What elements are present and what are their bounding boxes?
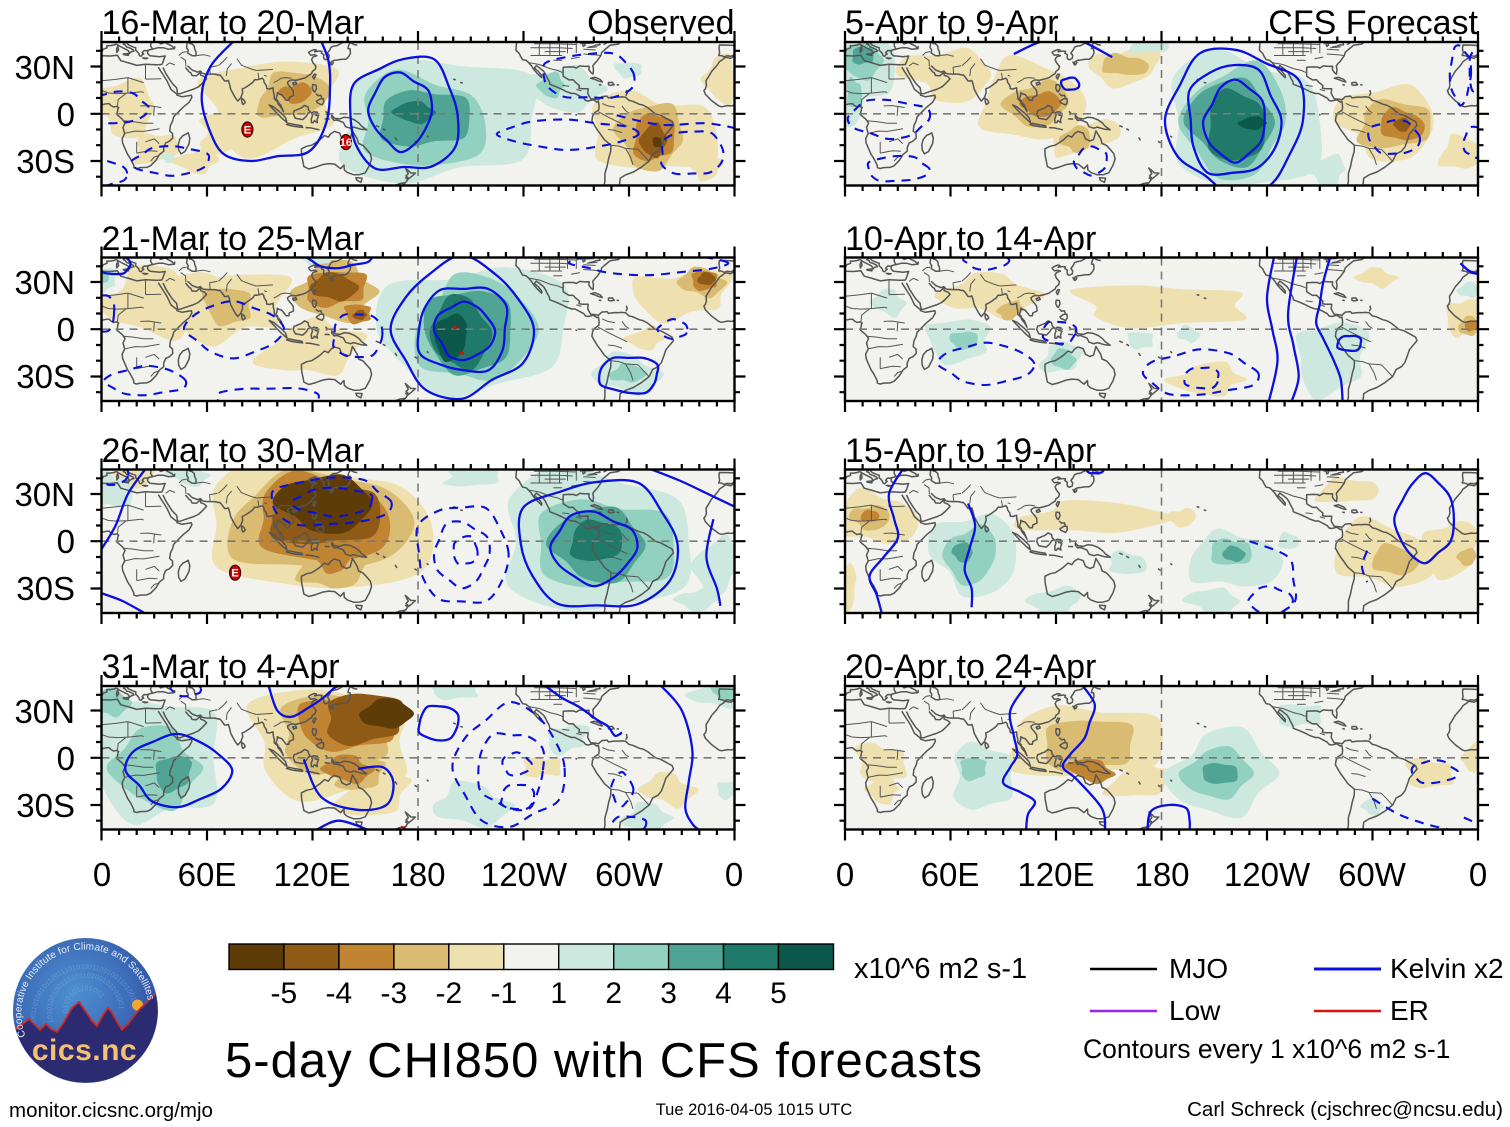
svg-text:0: 0: [57, 311, 75, 348]
svg-text:30N: 30N: [14, 49, 75, 86]
svg-text:-1: -1: [490, 977, 517, 1010]
svg-text:-5: -5: [271, 977, 298, 1010]
svg-text:3: 3: [660, 977, 677, 1010]
svg-text:0: 0: [57, 740, 75, 777]
svg-text:120W: 120W: [1224, 856, 1311, 893]
svg-text:E: E: [231, 568, 238, 580]
svg-text:0: 0: [57, 96, 75, 133]
svg-text:26-Mar to 30-Mar: 26-Mar to 30-Mar: [102, 432, 365, 470]
svg-text:120E: 120E: [273, 856, 350, 893]
svg-text:16: 16: [340, 137, 352, 149]
svg-text:Carl Schreck (cjschrec@ncsu.ed: Carl Schreck (cjschrec@ncsu.edu): [1187, 1098, 1503, 1121]
svg-text:60E: 60E: [178, 856, 237, 893]
svg-text:Observed: Observed: [587, 4, 734, 42]
svg-text:30N: 30N: [14, 693, 75, 730]
svg-text:0: 0: [1469, 856, 1487, 893]
svg-text:-3: -3: [381, 977, 408, 1010]
svg-text:ER: ER: [1390, 995, 1429, 1026]
svg-text:120E: 120E: [1017, 856, 1094, 893]
svg-text:Kelvin x2: Kelvin x2: [1390, 953, 1504, 984]
svg-text:4: 4: [715, 977, 732, 1010]
svg-text:60W: 60W: [595, 856, 664, 893]
svg-text:monitor.cicsnc.org/mjo: monitor.cicsnc.org/mjo: [9, 1099, 213, 1122]
svg-text:10-Apr to 14-Apr: 10-Apr to 14-Apr: [845, 220, 1096, 258]
svg-text:Low: Low: [1169, 995, 1221, 1026]
svg-text:60E: 60E: [921, 856, 980, 893]
svg-text:x: x: [401, 822, 408, 836]
svg-text:2: 2: [605, 977, 622, 1010]
svg-text:180: 180: [390, 856, 445, 893]
svg-text:MJO: MJO: [1169, 953, 1228, 984]
svg-text:16-Mar to 20-Mar: 16-Mar to 20-Mar: [102, 4, 365, 42]
svg-text:0: 0: [57, 523, 75, 560]
svg-text:30S: 30S: [16, 787, 75, 824]
svg-text:-4: -4: [326, 977, 353, 1010]
svg-text:120W: 120W: [481, 856, 568, 893]
svg-text:5-day CHI850 with CFS forecast: 5-day CHI850 with CFS forecasts: [225, 1034, 983, 1088]
svg-text:1: 1: [550, 977, 567, 1010]
svg-text:60W: 60W: [1338, 856, 1407, 893]
svg-text:30N: 30N: [14, 264, 75, 301]
svg-text:5-Apr to 9-Apr: 5-Apr to 9-Apr: [845, 4, 1059, 42]
svg-text:0: 0: [836, 856, 854, 893]
svg-text:20-Apr to 24-Apr: 20-Apr to 24-Apr: [845, 648, 1096, 686]
svg-text:CFS Forecast: CFS Forecast: [1268, 4, 1478, 42]
svg-text:0: 0: [725, 856, 743, 893]
svg-text:5: 5: [770, 977, 787, 1010]
svg-text:30S: 30S: [16, 570, 75, 607]
svg-text:30S: 30S: [16, 143, 75, 180]
svg-text:-2: -2: [435, 977, 462, 1010]
svg-text:31-Mar to 4-Apr: 31-Mar to 4-Apr: [102, 648, 340, 686]
svg-text:30S: 30S: [16, 358, 75, 395]
svg-text:30N: 30N: [14, 476, 75, 513]
svg-text:E: E: [244, 125, 251, 137]
svg-text:cics.nc: cics.nc: [32, 1034, 137, 1067]
svg-text:180: 180: [1134, 856, 1189, 893]
svg-text:21-Mar to 25-Mar: 21-Mar to 25-Mar: [102, 220, 365, 258]
svg-text:Contours every 1 x10^6 m2 s-1: Contours every 1 x10^6 m2 s-1: [1083, 1034, 1450, 1064]
svg-text:15-Apr to 19-Apr: 15-Apr to 19-Apr: [845, 432, 1096, 470]
svg-text:x10^6 m2 s-1: x10^6 m2 s-1: [854, 953, 1027, 985]
svg-text:Tue 2016-04-05 1015 UTC: Tue 2016-04-05 1015 UTC: [656, 1101, 853, 1119]
svg-text:0: 0: [93, 856, 111, 893]
